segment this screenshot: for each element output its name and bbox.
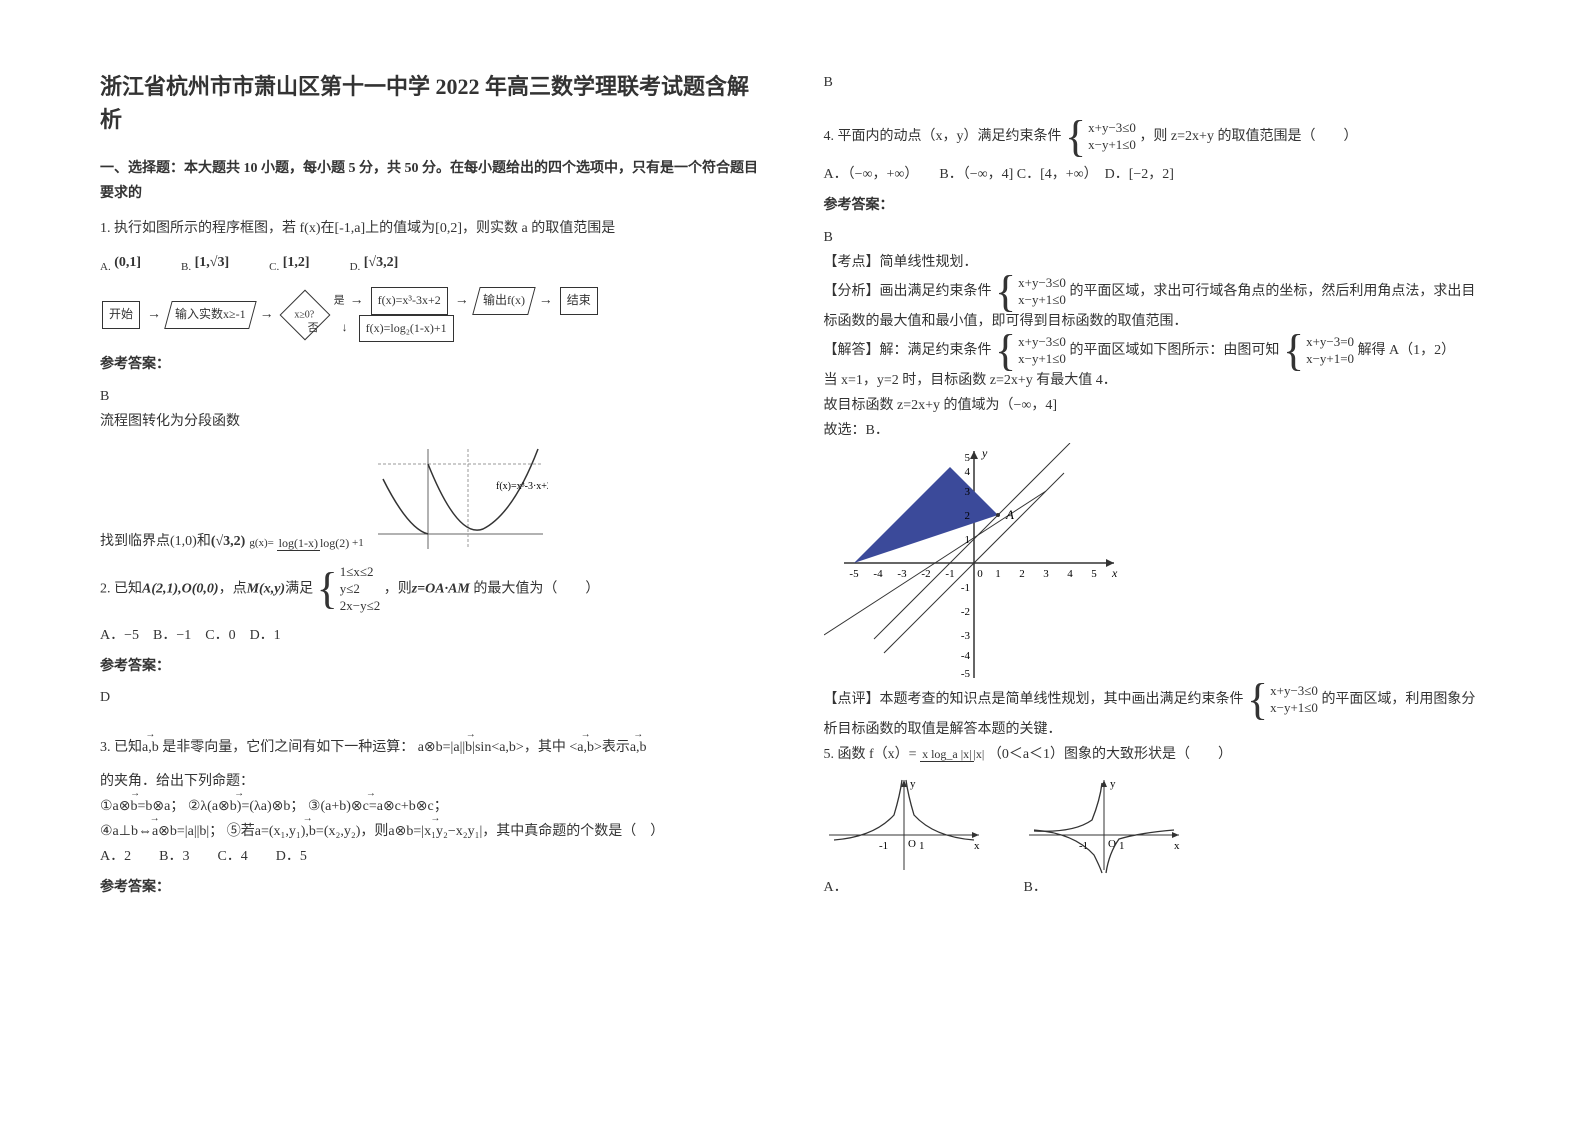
svg-text:-2: -2: [921, 568, 930, 580]
q4-answer-label: 参考答案：: [824, 193, 1488, 218]
q1-answer-label: 参考答案：: [100, 352, 764, 377]
left-column: 浙江省杭州市市萧山区第十一中学 2022 年高三数学理联考试题含解析 一、选择题…: [100, 70, 764, 1082]
q1-opt-c: C. [1,2]: [269, 250, 309, 278]
svg-text:y: y: [910, 778, 916, 790]
svg-text:y: y: [981, 446, 988, 460]
right-column: B 4. 平面内的动点（x，y）满足约束条件 { x+y−3≤0 x−y+1≤0…: [824, 70, 1488, 1082]
flow-cond: x≥0?: [279, 289, 330, 340]
q5-label-b: B．: [1024, 875, 1184, 900]
q1-stem: 1. 执行如图所示的程序框图，若 f(x)在[-1,a]上的值域为[0,2]，则…: [100, 216, 764, 241]
q1-graph: 找到临界点(1,0)和(√3,2) g(x)= log(1-x)log(2) +…: [100, 444, 764, 554]
svg-text:2: 2: [964, 510, 970, 522]
q3-answer-label: 参考答案：: [100, 875, 764, 900]
svg-text:O: O: [908, 838, 916, 850]
svg-text:3: 3: [1043, 568, 1049, 580]
flow-input: 输入实数x≥-1: [164, 301, 256, 329]
svg-text:-3: -3: [960, 630, 970, 642]
svg-text:1: 1: [1119, 840, 1125, 852]
svg-text:-5: -5: [849, 568, 859, 580]
arrow-icon: →: [147, 302, 161, 327]
q4-line-choose: 故选：B．: [824, 418, 1488, 443]
q4-stem: 4. 平面内的动点（x，y）满足约束条件 { x+y−3≤0 x−y+1≤0 ，…: [824, 120, 1488, 154]
flow-branch2: f(x)=log₂(1-x)+1: [359, 315, 454, 343]
q4-line-range: 故目标函数 z=2x+y 的值域为（−∞，4]: [824, 393, 1488, 418]
q4-line-max: 当 x=1，y=2 时，目标函数 z=2x+y 有最大值 4．: [824, 368, 1488, 393]
svg-text:-1: -1: [960, 582, 969, 594]
flow-start: 开始: [102, 301, 140, 329]
q1-explain2: 找到临界点(1,0)和(√3,2): [100, 529, 245, 554]
q1-explain1: 流程图转化为分段函数: [100, 409, 764, 434]
svg-text:5: 5: [964, 452, 970, 464]
svg-text:2: 2: [1019, 568, 1025, 580]
svg-text:-2: -2: [960, 606, 969, 618]
arrow-icon: →: [539, 288, 553, 313]
q4-constraints: { x+y−3≤0 x−y+1≤0: [1065, 120, 1136, 154]
q1-answer: B: [100, 384, 764, 409]
svg-text:5: 5: [1091, 568, 1097, 580]
arrow-icon: →: [260, 302, 274, 327]
svg-text:-3: -3: [897, 568, 907, 580]
q5-option-graphs: x y -1 1 O A． x y -1 1 O: [824, 775, 1488, 900]
q3-answer: B: [824, 70, 1488, 95]
q3-def: a⊗b=|a||b|sin<a,b>: [418, 735, 524, 760]
q5-opt-b-graph: x y -1 1 O B．: [1024, 775, 1184, 900]
q5-opt-a-graph: x y -1 1 O A．: [824, 775, 984, 900]
q3-options: A．2 B．3 C．4 D．5: [100, 844, 764, 869]
svg-text:x: x: [1111, 566, 1118, 580]
q2-constraints: { 1≤x≤2 y≤2 2x−y≤2: [317, 564, 381, 615]
q2-options: A．−5 B．−1 C．0 D．1: [100, 623, 764, 648]
q4-fenxi: 【分析】画出满足约束条件 { x+y−3≤0x−y+1≤0 的平面区域，求出可行…: [824, 275, 1488, 334]
q1-opt-a: A. (0,1]: [100, 250, 141, 278]
svg-text:1: 1: [964, 534, 970, 546]
svg-text:1: 1: [995, 568, 1001, 580]
q3-stem: 3. 已知a,b 是非零向量，它们之间有如下一种运算： a⊗b=|a||b|si…: [100, 735, 764, 760]
arrow-icon: →: [455, 288, 469, 313]
q4-dianping: 【点评】本题考查的知识点是简单线性规划，其中画出满足约束条件 { x+y−3≤0…: [824, 683, 1488, 742]
svg-text:-1: -1: [945, 568, 954, 580]
q5-label-a: A．: [824, 875, 984, 900]
q4-graph: x y -5-4-3-2-1 0 12345 12345 -1-2-3-4-5 …: [824, 443, 1488, 683]
flow-branch1: f(x)=x³-3x+2: [371, 287, 448, 315]
svg-text:1: 1: [919, 840, 925, 852]
q2-stem: 2. 已知A(2,1),O(0,0)，点M(x,y)满足 { 1≤x≤2 y≤2…: [100, 564, 764, 615]
svg-text:-1: -1: [879, 840, 888, 852]
svg-text:0: 0: [977, 568, 983, 580]
q4-answer: B: [824, 225, 1488, 250]
q1-g-def: g(x)= log(1-x)log(2) +1: [249, 534, 363, 554]
section1-heading: 一、选择题：本大题共 10 小题，每小题 5 分，共 50 分。在每小题给出的四…: [100, 156, 764, 206]
q5-stem: 5. 函数 f（x）= x log_a |x||x| （0＜a＜1）图象的大致形…: [824, 742, 1488, 767]
svg-text:3: 3: [964, 486, 970, 498]
q2-answer: D: [100, 685, 764, 710]
svg-text:y: y: [1110, 778, 1116, 790]
svg-text:-4: -4: [873, 568, 883, 580]
q4-point-a-label: A: [1005, 507, 1014, 522]
page-title: 浙江省杭州市市萧山区第十一中学 2022 年高三数学理联考试题含解析: [100, 70, 764, 136]
svg-text:4: 4: [1067, 568, 1073, 580]
q4-kaodian: 【考点】简单线性规划．: [824, 250, 1488, 275]
q1-opt-b: B. [1,√3]: [181, 250, 229, 278]
q3-props-line2: ④a⊥b⇔a⊗b=|a||b|； ⑤若a=(x₁,y₁),b=(x₂,y₂)，则…: [100, 819, 764, 844]
q4-options: A．（−∞，+∞） B．（−∞，4] C．[4，+∞） D．[−2，2]: [824, 162, 1488, 187]
svg-text:-5: -5: [960, 668, 970, 680]
q1-flowchart: 开始 → 输入实数x≥-1 → x≥0? 是 → f(x)=x³-3x+2 → …: [100, 287, 764, 342]
flow-output: 输出f(x): [472, 287, 535, 315]
flow-yes-label: 是: [334, 295, 345, 307]
svg-text:O: O: [1108, 838, 1116, 850]
svg-text:x: x: [974, 840, 980, 852]
svg-text:-4: -4: [960, 650, 970, 662]
svg-text:4: 4: [964, 466, 970, 478]
q1-opt-d: D. [√3,2]: [350, 250, 399, 278]
q2-answer-label: 参考答案：: [100, 654, 764, 679]
svg-text:x: x: [1174, 840, 1180, 852]
q1-f-label: f(x)=x³-3·x+2: [496, 481, 548, 492]
q4-jieda: 【解答】解：满足约束条件 { x+y−3≤0x−y+1≤0 的平面区域如下图所示…: [824, 334, 1488, 368]
arrow-icon: →: [350, 288, 364, 313]
q1-options: A. (0,1] B. [1,√3] C. [1,2] D. [√3,2]: [100, 250, 764, 278]
flow-end: 结束: [560, 287, 598, 315]
q1-function-graph: f(x)=x³-3·x+2: [368, 444, 548, 554]
